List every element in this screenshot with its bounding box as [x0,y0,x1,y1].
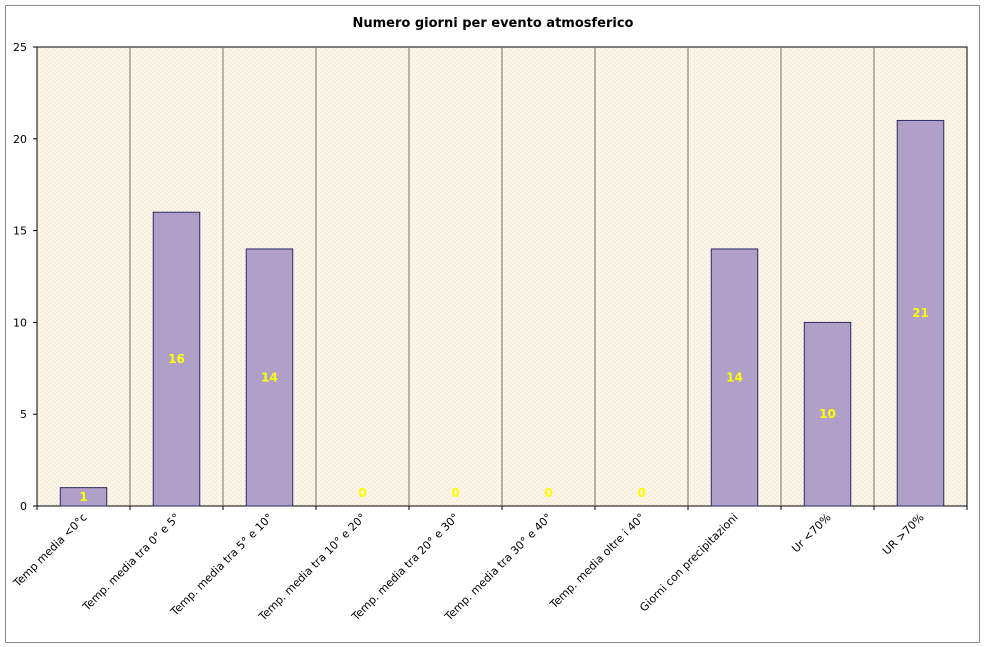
data-label: 1 [79,490,87,504]
bar [152,211,201,507]
bars [59,119,945,507]
y-tick-label: 20 [13,133,27,146]
y-tick-label: 10 [13,316,27,329]
data-label: 0 [637,486,645,500]
data-label: 14 [726,370,743,384]
x-category-label: Temp media <0°c [10,511,89,590]
x-category-label: Temp. media tra 0° e 5° [79,511,182,614]
data-label: 0 [451,486,459,500]
x-category-label: Temp. media tra 30° e 40° [442,511,555,624]
x-category-label: Temp. media oltre i 40° [547,511,648,612]
data-label: 0 [544,486,552,500]
bar [803,321,852,507]
y-tick-label: 0 [20,500,27,513]
bar [710,248,759,507]
x-category-label: Temp. media tra 20° e 30° [349,511,462,624]
data-label: 0 [358,486,366,500]
data-label: 16 [168,352,185,366]
bar [896,119,945,507]
x-category-label: Temp. media tra 10° e 20° [256,511,369,624]
y-tick-label: 25 [13,41,27,54]
data-label: 21 [912,306,929,320]
y-tick-label: 5 [20,408,27,421]
x-category-label: UR >70% [880,511,927,558]
y-tick-label: 15 [13,225,27,238]
data-labels: 1 16 14 0 0 0 0 14 10 21 [79,306,929,504]
data-label: 10 [819,407,836,421]
data-label: 14 [261,370,278,384]
x-category-label: Giorni con precipitazioni [637,511,740,614]
chart-title: Numero giorni per evento atmosferico [352,16,634,31]
x-category-label: Temp. media tra 5° e 10° [168,511,276,619]
bar [245,248,294,507]
category-separators [129,47,875,506]
bar [59,487,108,507]
x-category-label: Ur <70% [789,511,833,555]
y-axis: 0 5 10 15 20 25 [13,41,38,513]
